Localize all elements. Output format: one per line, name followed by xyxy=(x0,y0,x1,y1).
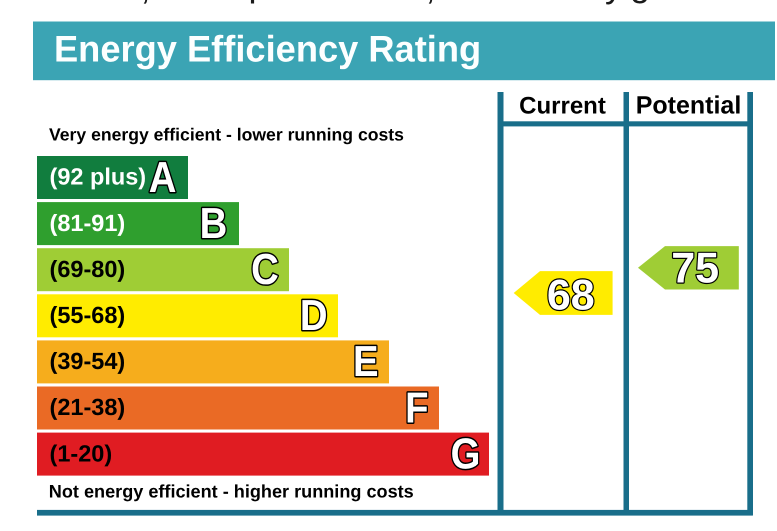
svg-text:A: A xyxy=(149,154,177,202)
svg-text:D: D xyxy=(300,292,328,340)
svg-text:B: B xyxy=(200,200,228,248)
svg-text:(39-54): (39-54) xyxy=(50,348,126,374)
svg-text:y: y xyxy=(605,0,623,5)
svg-text:G: G xyxy=(451,430,481,478)
svg-text:(81-91): (81-91) xyxy=(50,210,126,236)
svg-text:(92 plus): (92 plus) xyxy=(50,164,147,190)
svg-text:68: 68 xyxy=(547,272,595,320)
svg-text:Current: Current xyxy=(519,93,606,120)
svg-text:(21-38): (21-38) xyxy=(50,394,126,420)
svg-text:C: C xyxy=(251,246,279,294)
svg-text:Energy Efficiency Rating: Energy Efficiency Rating xyxy=(54,28,481,69)
svg-text:75: 75 xyxy=(671,245,719,293)
svg-text:Very energy efficient - lower: Very energy efficient - lower running co… xyxy=(49,124,404,144)
svg-text:(69-80): (69-80) xyxy=(50,256,126,282)
svg-text:Potential: Potential xyxy=(636,92,742,120)
svg-text:p: p xyxy=(249,0,269,4)
svg-text:,: , xyxy=(426,0,436,7)
svg-text:(55-68): (55-68) xyxy=(50,302,126,328)
svg-text:,: , xyxy=(141,0,151,7)
svg-text:Not energy efficient - higher: Not energy efficient - higher running co… xyxy=(49,481,414,501)
svg-text:F: F xyxy=(405,384,428,432)
svg-text:g: g xyxy=(630,0,650,4)
svg-text:E: E xyxy=(353,338,379,386)
svg-text:(1-20): (1-20) xyxy=(50,440,113,466)
